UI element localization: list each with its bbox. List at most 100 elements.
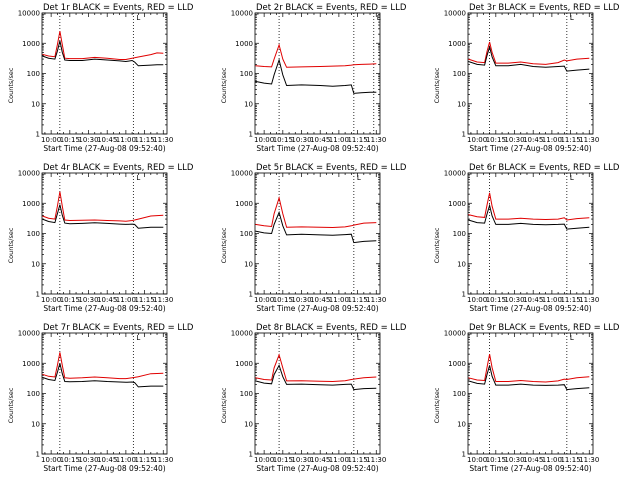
series-lld-line (42, 31, 164, 60)
y-tick-label: 1 (249, 131, 253, 139)
y-axis-label: Counts/sec (433, 227, 441, 263)
x-tick-label: 11:30 (579, 456, 599, 464)
y-axis-label: Counts/sec (7, 67, 15, 103)
marker-label: L (136, 174, 140, 182)
panel-title: Det 2r BLACK = Events, RED = LLD (256, 3, 407, 13)
y-tick-label: 1000 (22, 40, 40, 48)
marker-label: L (570, 14, 574, 22)
panel-title: Det 9r BLACK = Events, RED = LLD (469, 323, 620, 333)
series-events-line (255, 364, 377, 391)
marker-label: L (377, 14, 381, 22)
x-axis-label: Start Time (27-Aug-08 09:52:40) (469, 464, 591, 473)
detector-panel: Det 9r BLACK = Events, RED = LLD 1 10 100 10… (433, 323, 620, 473)
x-axis-label: Start Time (27-Aug-08 09:52:40) (43, 464, 165, 473)
y-tick-label: 1 (462, 291, 466, 299)
x-axis-label: Start Time (27-Aug-08 09:52:40) (43, 304, 165, 313)
x-tick-label: 11:30 (153, 136, 173, 144)
y-tick-label: 100 (453, 230, 466, 238)
x-tick-label: 11:15 (134, 456, 154, 464)
x-tick-label: 10:00 (254, 456, 274, 464)
y-tick-label: 1000 (235, 360, 253, 368)
y-tick-label: 10000 (444, 170, 466, 178)
series-events-line (255, 58, 377, 94)
panel-title: Det 8r BLACK = Events, RED = LLD (256, 323, 407, 333)
x-tick-label: 10:45 (523, 136, 543, 144)
y-tick-label: 1000 (235, 40, 253, 48)
series-events-line (468, 203, 590, 230)
y-tick-label: 1000 (235, 200, 253, 208)
panel-title: Det 4r BLACK = Events, RED = LLD (43, 163, 194, 173)
y-tick-label: 1 (249, 451, 253, 459)
x-tick-label: 10:15 (60, 456, 80, 464)
x-tick-label: 11:30 (579, 136, 599, 144)
x-tick-label: 10:00 (41, 136, 61, 144)
y-tick-label: 10000 (444, 10, 466, 18)
x-tick-label: 10:30 (291, 136, 311, 144)
x-tick-label: 10:45 (310, 456, 330, 464)
y-tick-label: 100 (453, 390, 466, 398)
y-axis-label: Counts/sec (220, 67, 228, 103)
x-tick-label: 11:00 (542, 296, 562, 304)
x-tick-label: 10:30 (504, 296, 524, 304)
detector-panel: Det 2r BLACK = Events, RED = LLD 1 10 100 10… (220, 3, 407, 153)
y-tick-label: 1 (36, 451, 40, 459)
y-tick-label: 10 (31, 260, 40, 268)
plot-frame (254, 12, 381, 135)
detector-panel: Det 6r BLACK = Events, RED = LLD 1 10 100 10… (433, 163, 620, 313)
x-tick-label: 10:30 (78, 296, 98, 304)
series-events-line (468, 365, 590, 391)
series-events-line (42, 40, 164, 67)
series-lld-line (255, 196, 377, 229)
panel-title: Det 7r BLACK = Events, RED = LLD (43, 323, 194, 333)
x-axis-label: Start Time (27-Aug-08 09:52:40) (43, 144, 165, 153)
x-tick-label: 10:00 (254, 136, 274, 144)
y-axis-label: Counts/sec (433, 387, 441, 423)
plot-frame (254, 172, 381, 295)
plot-frame (41, 12, 168, 135)
x-tick-label: 10:00 (467, 456, 487, 464)
panel-title: Det 6r BLACK = Events, RED = LLD (469, 163, 620, 173)
x-tick-label: 10:30 (291, 296, 311, 304)
y-tick-label: 100 (27, 390, 40, 398)
series-events-line (42, 363, 164, 388)
x-tick-label: 11:00 (329, 456, 349, 464)
x-tick-label: 11:15 (347, 136, 367, 144)
x-tick-label: 11:30 (366, 136, 386, 144)
plot-frame (41, 172, 168, 295)
panel-title: Det 1r BLACK = Events, RED = LLD (43, 3, 194, 13)
x-tick-label: 11:00 (542, 136, 562, 144)
marker-label: L (357, 174, 361, 182)
x-tick-label: 10:45 (523, 296, 543, 304)
y-tick-label: 1000 (448, 40, 466, 48)
x-axis-label: Start Time (27-Aug-08 09:52:40) (256, 304, 378, 313)
x-tick-label: 10:15 (273, 296, 293, 304)
y-tick-label: 1000 (448, 360, 466, 368)
y-tick-label: 10000 (231, 330, 253, 338)
y-tick-label: 1000 (22, 360, 40, 368)
detector-panel: Det 4r BLACK = Events, RED = LLD 1 10 100 10… (7, 163, 194, 313)
detector-panel: Det 1r BLACK = Events, RED = LLD 1 10 100 10… (7, 3, 194, 153)
x-tick-label: 11:15 (347, 296, 367, 304)
plot-frame (467, 12, 594, 135)
x-tick-label: 10:30 (504, 456, 524, 464)
x-tick-label: 11:30 (366, 296, 386, 304)
marker-label: L (136, 14, 140, 22)
y-axis-label: Counts/sec (220, 227, 228, 263)
x-tick-label: 11:15 (347, 456, 367, 464)
plot-frame (41, 332, 168, 455)
series-lld-line (468, 354, 590, 383)
x-tick-label: 10:45 (523, 456, 543, 464)
y-axis-label: Counts/sec (7, 387, 15, 423)
x-tick-label: 10:45 (97, 136, 117, 144)
x-tick-label: 10:15 (486, 136, 506, 144)
series-lld-line (42, 352, 164, 380)
detector-panel: Det 5r BLACK = Events, RED = LLD 1 10 100 10… (220, 163, 407, 313)
x-tick-label: 10:00 (254, 296, 274, 304)
y-tick-label: 10 (244, 420, 253, 428)
series-lld-line (255, 43, 377, 68)
x-tick-label: 10:30 (291, 456, 311, 464)
series-lld-line (42, 191, 164, 222)
x-tick-label: 11:00 (542, 456, 562, 464)
x-tick-label: 10:15 (486, 296, 506, 304)
